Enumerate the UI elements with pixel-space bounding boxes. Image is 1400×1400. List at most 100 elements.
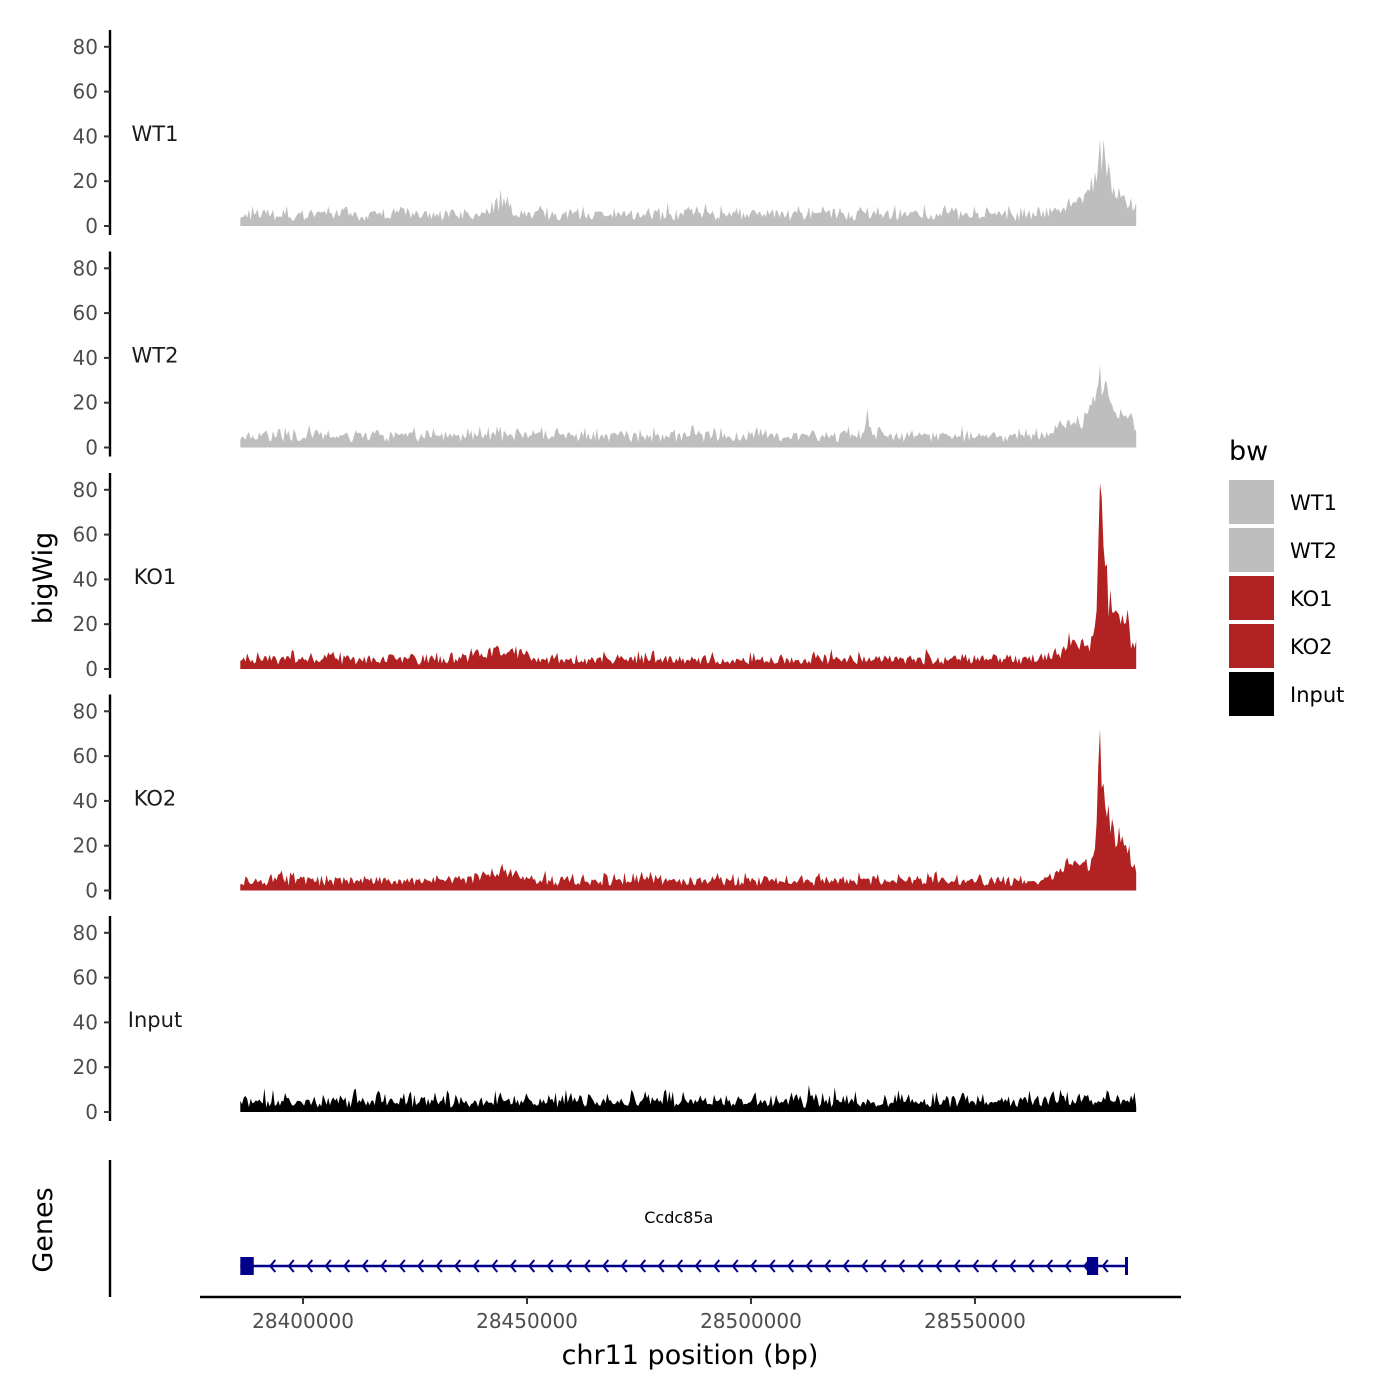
- y-tick-label: 0: [85, 657, 98, 681]
- y-tick-label: 40: [73, 567, 98, 591]
- strand-chevron: [1046, 1259, 1054, 1273]
- y-tick-label: 40: [73, 346, 98, 370]
- y-tick-label: 0: [85, 436, 98, 460]
- y-tick-label: 40: [73, 789, 98, 813]
- gene-exon: [1086, 1257, 1099, 1275]
- legend-title: bw: [1229, 436, 1268, 467]
- legend-key-input: [1229, 672, 1274, 716]
- y-tick-label: 80: [73, 256, 98, 280]
- y-axis-title: bigWig: [28, 532, 59, 625]
- legend-key-ko1: [1229, 576, 1274, 620]
- strand-chevron: [768, 1259, 776, 1273]
- strand-chevron: [602, 1259, 610, 1273]
- signal-area-input: [240, 1085, 1137, 1112]
- track-label: KO1: [134, 565, 177, 589]
- track-ko1: 0 20 40 60 80 KO1: [73, 473, 1137, 681]
- strand-chevron: [990, 1259, 998, 1273]
- track-label: KO2: [134, 787, 177, 811]
- strand-chevron: [824, 1259, 832, 1273]
- y-tick-label: 60: [73, 523, 98, 547]
- signal-area-wt1: [240, 138, 1137, 226]
- legend-key-wt2: [1229, 528, 1274, 572]
- x-axis-title: chr11 position (bp): [562, 1340, 819, 1371]
- strand-chevron: [842, 1259, 850, 1273]
- y-tick-label: 40: [73, 124, 98, 148]
- strand-chevron: [454, 1259, 462, 1273]
- y-tick-label: 0: [85, 879, 98, 903]
- y-tick-label: 80: [73, 478, 98, 502]
- y-tick-label: 40: [73, 1010, 98, 1034]
- strand-chevron: [898, 1259, 906, 1273]
- x-tick-label: 28400000: [252, 1309, 354, 1333]
- legend-label-input: Input: [1290, 683, 1344, 707]
- y-tick-label: 60: [73, 744, 98, 768]
- strand-chevron: [1101, 1259, 1109, 1273]
- legend-label-wt1: WT1: [1290, 491, 1337, 515]
- legend-key-wt1: [1229, 480, 1274, 524]
- strand-chevron: [435, 1259, 443, 1273]
- strand-chevron: [472, 1259, 480, 1273]
- strand-chevron: [676, 1259, 684, 1273]
- y-tick-label: 20: [73, 612, 98, 636]
- strand-chevron: [861, 1259, 869, 1273]
- y-tick-label: 60: [73, 80, 98, 104]
- strand-chevron: [361, 1259, 369, 1273]
- strand-chevron: [787, 1259, 795, 1273]
- strand-chevron: [639, 1259, 647, 1273]
- y-tick-label: 80: [73, 35, 98, 59]
- strand-chevron: [713, 1259, 721, 1273]
- strand-chevron: [343, 1259, 351, 1273]
- strand-chevron: [731, 1259, 739, 1273]
- strand-chevron: [306, 1259, 314, 1273]
- signal-tracks: 0 20 40 60 80 WT1 0 20 40 60 80 WT2 0 20 40 60 80 KO1 0 20 4…: [73, 30, 1137, 1124]
- legend-label-ko1: KO1: [1290, 587, 1333, 611]
- strand-chevron: [583, 1259, 591, 1273]
- strand-chevron: [528, 1259, 536, 1273]
- gene-ccdc85a: Ccdc85a: [240, 1208, 1129, 1275]
- strand-chevron: [398, 1259, 406, 1273]
- track-input: 0 20 40 60 80 Input: [73, 916, 1137, 1124]
- track-label: WT1: [132, 122, 179, 146]
- gene-exon: [1125, 1257, 1129, 1275]
- strand-chevron: [953, 1259, 961, 1273]
- strand-chevron: [1027, 1259, 1035, 1273]
- strand-chevron: [287, 1259, 295, 1273]
- track-ko2: 0 20 40 60 80 KO2: [73, 694, 1137, 903]
- legend: bw WT1 WT2 KO1 KO2 Input: [1229, 436, 1344, 716]
- strand-chevron: [324, 1259, 332, 1273]
- gene-name-label: Ccdc85a: [644, 1208, 713, 1227]
- signal-area-ko1: [240, 483, 1137, 669]
- strand-chevron: [657, 1259, 665, 1273]
- strand-chevron: [417, 1259, 425, 1273]
- strand-chevron: [491, 1259, 499, 1273]
- gene-track-title: Genes: [28, 1187, 59, 1272]
- strand-chevron: [269, 1259, 277, 1273]
- strand-chevron: [972, 1259, 980, 1273]
- strand-chevron: [750, 1259, 758, 1273]
- y-tick-label: 0: [85, 214, 98, 238]
- strand-chevron: [380, 1259, 388, 1273]
- strand-chevron: [935, 1259, 943, 1273]
- strand-chevron: [509, 1259, 517, 1273]
- x-axis: 28400000 28450000 28500000 28550000: [200, 1295, 1181, 1333]
- y-tick-label: 20: [73, 1055, 98, 1079]
- strand-chevron: [694, 1259, 702, 1273]
- strand-chevron: [879, 1259, 887, 1273]
- track-label: WT2: [132, 344, 179, 368]
- strand-chevron: [916, 1259, 924, 1273]
- y-tick-label: 20: [73, 834, 98, 858]
- strand-chevron: [620, 1259, 628, 1273]
- y-tick-label: 60: [73, 966, 98, 990]
- gene-track: Ccdc85a: [108, 1160, 1129, 1297]
- y-tick-label: 80: [73, 921, 98, 945]
- track-label: Input: [128, 1008, 182, 1032]
- legend-label-wt2: WT2: [1290, 539, 1337, 563]
- y-tick-label: 20: [73, 391, 98, 415]
- signal-area-wt2: [240, 364, 1137, 448]
- strand-chevron: [546, 1259, 554, 1273]
- y-tick-label: 20: [73, 169, 98, 193]
- strand-chevron: [1009, 1259, 1017, 1273]
- x-tick-label: 28500000: [700, 1309, 802, 1333]
- y-tick-label: 80: [73, 699, 98, 723]
